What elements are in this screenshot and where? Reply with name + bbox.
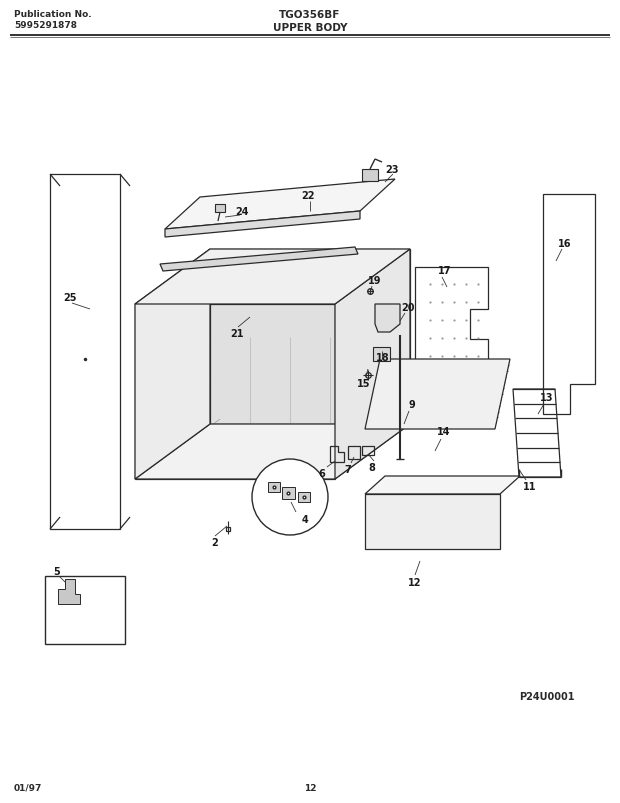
Polygon shape [135,250,410,304]
Text: 14: 14 [437,426,451,437]
Text: 21: 21 [230,328,244,339]
Text: 18: 18 [376,353,390,362]
Polygon shape [298,492,310,503]
Polygon shape [373,348,390,361]
Circle shape [252,459,328,536]
Text: 12: 12 [408,577,422,587]
Polygon shape [335,250,410,479]
Text: 6: 6 [319,468,326,479]
Polygon shape [135,425,410,479]
Polygon shape [215,205,225,213]
Text: P24U0001: P24U0001 [520,691,575,701]
Polygon shape [160,247,358,271]
Bar [45,577,125,644]
Polygon shape [365,495,500,549]
Text: 20: 20 [401,303,415,312]
Text: 15: 15 [357,378,371,389]
Text: 4: 4 [301,515,308,524]
Polygon shape [165,212,360,238]
Polygon shape [365,476,520,495]
Text: UPPER BODY: UPPER BODY [273,23,347,33]
Text: 24: 24 [235,206,249,217]
Polygon shape [58,579,80,604]
Text: TGO356BF: TGO356BF [280,10,340,20]
Text: 9: 9 [409,400,415,410]
Text: 22: 22 [301,191,315,201]
Text: 7: 7 [345,464,352,475]
Text: 19: 19 [368,275,382,286]
Polygon shape [282,487,295,499]
Polygon shape [165,180,395,230]
Text: 11: 11 [523,482,537,491]
Text: 25: 25 [63,292,77,303]
Polygon shape [365,360,510,430]
Text: 5995291878: 5995291878 [14,21,77,30]
Text: Publication No.: Publication No. [14,10,92,19]
Text: 2: 2 [211,537,218,548]
Text: 13: 13 [540,393,554,402]
Text: 23: 23 [385,165,399,175]
Text: eReplacementParts.com: eReplacementParts.com [197,434,333,444]
Text: 5: 5 [53,566,60,577]
Text: 8: 8 [368,463,376,472]
Polygon shape [268,483,280,492]
Text: 16: 16 [558,238,572,249]
Text: 17: 17 [438,266,452,275]
Polygon shape [135,250,210,479]
Text: 01/97: 01/97 [14,783,42,792]
Polygon shape [362,169,378,181]
Polygon shape [210,250,410,425]
Text: 12: 12 [304,783,316,792]
Polygon shape [375,304,400,332]
